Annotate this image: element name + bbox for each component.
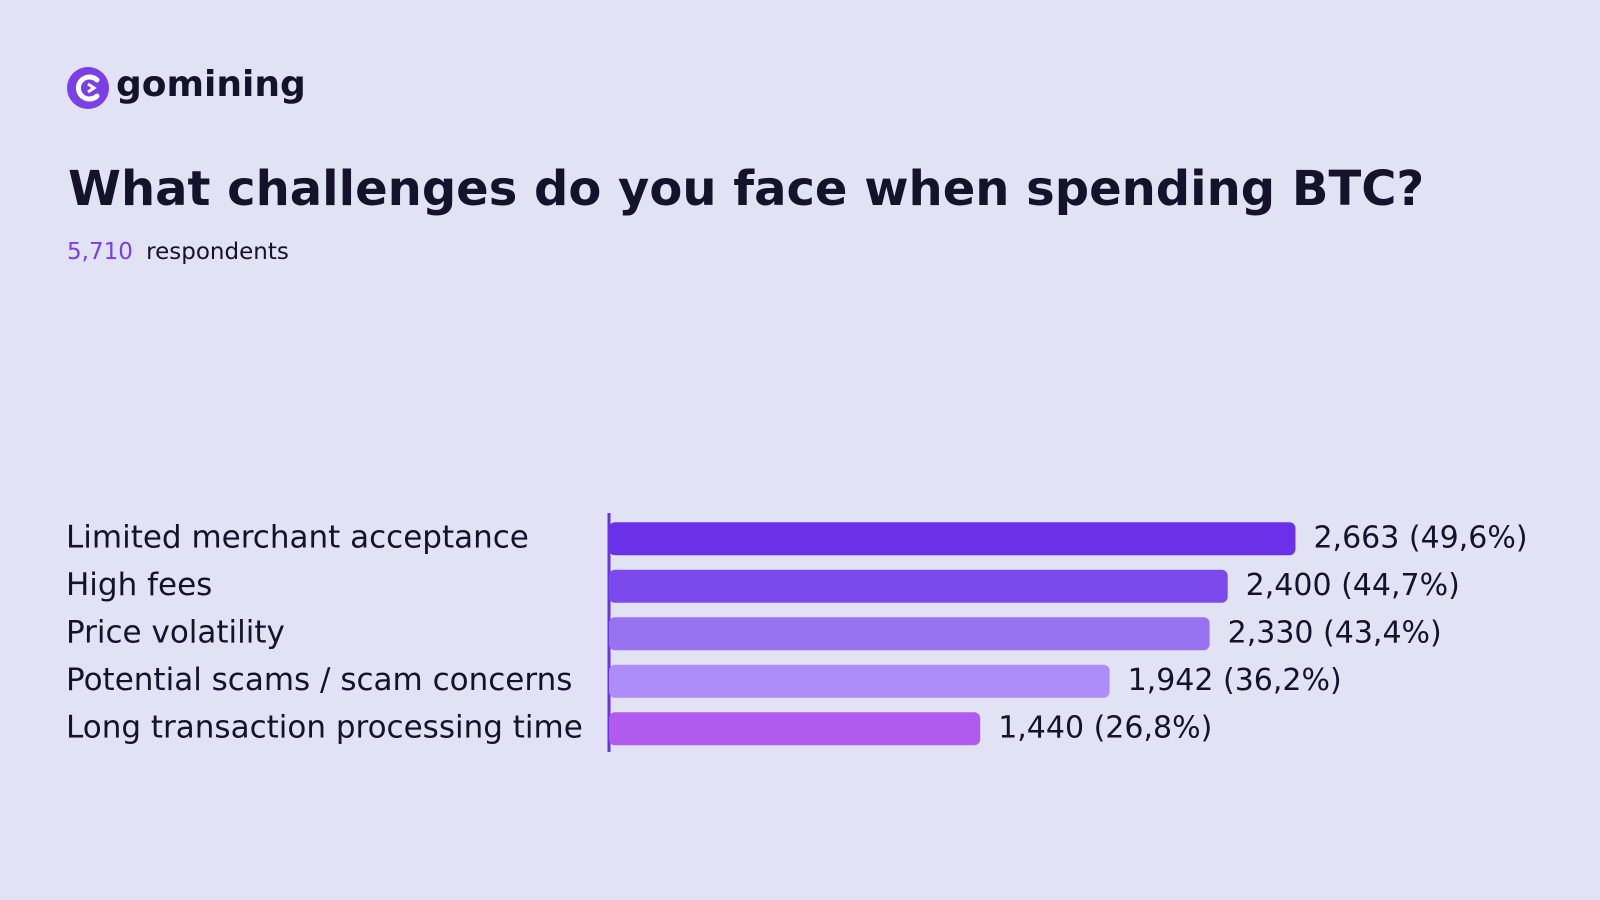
brand-name: gomining xyxy=(116,64,306,105)
category-label: Limited merchant acceptance xyxy=(66,519,529,555)
value-label: 1,942 (36,2%) xyxy=(1128,663,1342,698)
category-label: High fees xyxy=(66,567,212,603)
category-label: Price volatility xyxy=(66,614,285,650)
respondents-label: respondents xyxy=(146,239,289,265)
value-label: 2,330 (43,4%) xyxy=(1228,615,1442,650)
logo-mark xyxy=(76,74,100,102)
logo-icon xyxy=(67,67,109,109)
logo-mark xyxy=(87,82,97,94)
value-label: 2,663 (49,6%) xyxy=(1313,520,1527,555)
category-label: Potential scams / scam concerns xyxy=(66,662,572,698)
chart-title: What challenges do you face when spendin… xyxy=(68,161,1424,217)
bar xyxy=(609,617,1210,651)
bar xyxy=(609,522,1296,556)
bar xyxy=(609,664,1110,698)
category-label: Long transaction processing time xyxy=(66,709,583,745)
value-label: 1,440 (26,8%) xyxy=(998,710,1212,745)
subtitle: 5,710 respondents xyxy=(67,239,289,265)
logo: gomining xyxy=(67,64,306,109)
bar xyxy=(609,569,1228,603)
value-label: 2,400 (44,7%) xyxy=(1246,568,1460,603)
respondents-count: 5,710 xyxy=(67,239,133,265)
bar xyxy=(609,712,981,746)
